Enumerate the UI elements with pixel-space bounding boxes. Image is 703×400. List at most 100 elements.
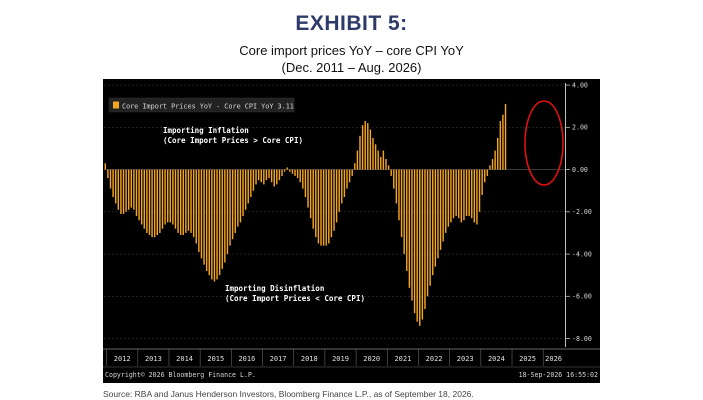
data-bar [161,169,164,229]
data-bar [309,169,312,219]
data-bar [335,169,338,223]
data-bar [478,169,481,212]
data-bar [442,169,444,242]
data-bar [429,169,431,286]
data-bar [463,169,465,221]
data-bar [458,169,460,219]
data-bar [140,169,143,225]
data-bar [439,169,442,250]
data-bar [143,169,145,229]
data-bar [380,156,382,170]
data-bar [356,150,359,170]
data-bar [468,169,470,217]
data-bar [437,169,439,259]
data-bar [252,169,255,191]
data-bar [229,169,231,246]
timestamp-text: 18-Sep-2026 16:55:02 [519,371,598,379]
data-bar [348,169,351,183]
data-bar [114,169,117,204]
data-bar [390,169,392,176]
data-bar [445,169,447,233]
data-bar [398,169,400,221]
data-bar [364,121,366,170]
data-bar [289,169,291,172]
x-tick-label: 2024 [488,355,505,363]
data-bar [322,169,325,246]
legend-label: Core Import Prices YoY - Core CPI YoY 3.… [122,103,294,111]
x-tick-label: 2021 [394,355,411,363]
data-bar [156,169,158,236]
x-tick-label: 2019 [332,355,349,363]
data-bar [130,169,132,208]
data-bar [395,169,398,204]
data-bar [328,169,330,244]
data-bar [265,169,268,181]
data-bar [346,169,348,189]
data-bar [294,169,296,176]
data-bar [372,137,374,170]
y-tick-label: -8.00 [572,335,592,343]
x-tick-label: 2013 [145,355,162,363]
x-tick-label: 2023 [457,355,474,363]
data-bar [413,169,416,314]
data-bar [426,169,429,297]
data-bar [387,165,390,170]
legend-box [108,97,295,113]
annotation-inflation-title: Importing Inflation [163,126,249,135]
x-tick-label: 2017 [270,355,287,363]
data-bar [351,169,353,176]
data-bar [112,169,114,198]
y-tick-label: 0.00 [572,166,588,174]
data-bar [341,169,343,204]
data-bar [325,169,327,246]
data-bar [187,169,190,231]
data-bar [382,150,385,170]
copyright-text: Copyright© 2026 Bloomberg Finance L.P. [105,371,256,379]
data-bar [159,169,161,233]
data-bar [450,169,452,223]
data-bar [234,169,236,233]
data-bar [270,169,273,183]
data-bar [504,103,507,170]
data-bar [338,169,340,212]
data-bar [208,169,210,276]
data-bar [447,169,450,227]
data-bar [489,165,491,170]
data-bar [250,169,252,198]
data-bar [497,137,499,170]
data-bar [299,169,301,183]
data-bar [317,169,320,244]
annotation-inflation-subtitle: (Core Import Prices > Core CPI) [163,136,303,145]
data-bar [502,114,504,170]
data-bar [190,169,192,233]
data-bar [281,169,283,176]
data-bar [226,169,229,255]
data-bar [164,169,166,225]
x-tick-label: 2014 [176,355,193,363]
data-bar [416,169,418,322]
data-bar [460,169,463,223]
chart-subtitle: Core import prices YoY – core CPI YoY [239,43,464,58]
data-bar [247,169,249,204]
x-axis-labels: 2012 2013 2014 2015 2016 2017 2018 2019 2020 2021… [106,349,562,366]
data-bar [393,169,395,189]
x-tick-label: 2026 [545,355,562,363]
data-bar [135,169,138,217]
data-bar [122,169,125,214]
data-bar [133,169,135,210]
data-bar [138,169,140,221]
data-bar [359,135,361,170]
data-bar [494,150,496,170]
data-bar [216,169,218,280]
data-bar [411,169,413,301]
data-bar [273,169,275,187]
data-bar [361,125,364,170]
exhibit-title: EXHIBIT 5: [295,12,408,35]
highlight-circle [524,100,564,186]
data-bar [377,150,379,170]
data-bar [125,169,127,212]
data-bar [205,169,208,271]
data-bar [421,169,424,320]
data-bar [369,129,372,170]
y-tick-label: -6.00 [572,293,592,301]
